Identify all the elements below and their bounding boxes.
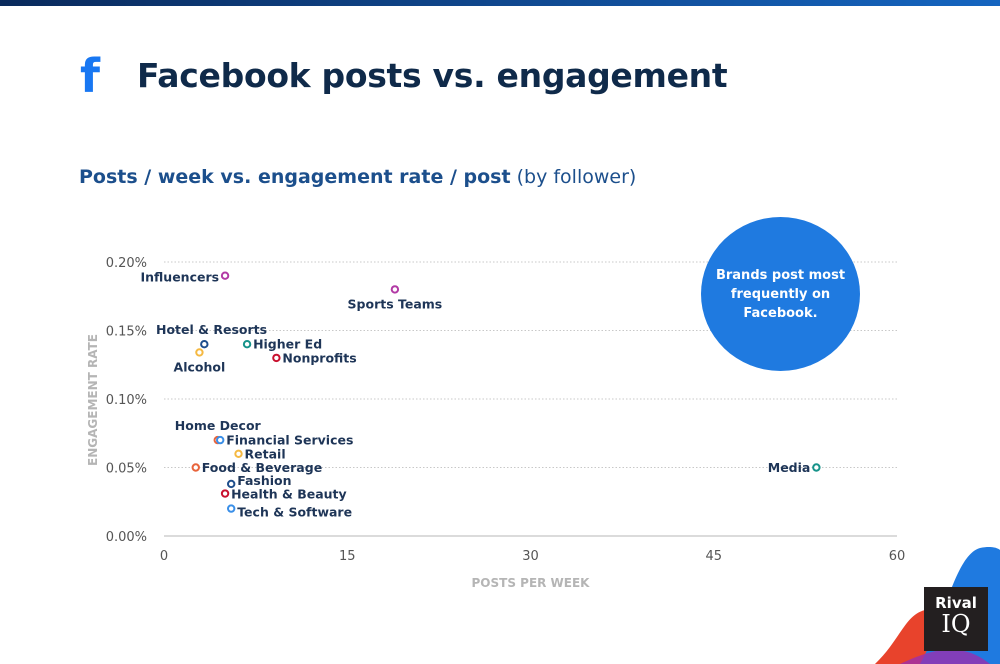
y-tick-label: 0.20% bbox=[106, 256, 147, 271]
y-tick-label: 0.00% bbox=[106, 530, 147, 545]
x-tick-label: 45 bbox=[705, 549, 722, 564]
data-point-label: Tech & Software bbox=[237, 505, 352, 520]
data-point[interactable] bbox=[226, 479, 236, 489]
y-tick-label: 0.10% bbox=[106, 393, 147, 408]
data-point-label: Home Decor bbox=[175, 418, 262, 433]
data-point-label: Influencers bbox=[140, 270, 219, 285]
top-accent-bar bbox=[0, 0, 1000, 6]
x-tick-label: 0 bbox=[160, 549, 168, 564]
facebook-f-icon: f bbox=[80, 49, 101, 103]
data-point-group[interactable]: Higher Ed bbox=[242, 337, 322, 352]
y-axis-title: ENGAGEMENT RATE bbox=[86, 334, 100, 466]
data-point-label: Hotel & Resorts bbox=[156, 322, 267, 337]
data-point-label: Health & Beauty bbox=[231, 487, 347, 502]
decorative-wave-purple bbox=[900, 649, 990, 664]
logo-text-rival: Rival bbox=[935, 594, 977, 612]
data-point[interactable] bbox=[226, 504, 236, 513]
data-point-group[interactable]: Fashion bbox=[226, 473, 292, 489]
data-point[interactable] bbox=[191, 463, 200, 472]
data-point[interactable] bbox=[220, 271, 230, 280]
y-tick-label: 0.05% bbox=[106, 462, 147, 477]
data-point-label: Financial Services bbox=[226, 433, 353, 448]
data-point[interactable] bbox=[390, 285, 400, 294]
data-point-group[interactable]: Food & Beverage bbox=[191, 460, 323, 475]
x-tick-label: 15 bbox=[339, 549, 356, 564]
data-point-group[interactable]: Influencers bbox=[140, 270, 230, 285]
data-point-label: Nonprofits bbox=[282, 350, 356, 365]
data-point-group[interactable]: Alcohol bbox=[174, 348, 226, 374]
data-point-label: Media bbox=[768, 460, 811, 475]
logo-text-iq: IQ bbox=[941, 610, 971, 638]
x-axis-title: POSTS PER WEEK bbox=[472, 576, 591, 590]
data-point[interactable] bbox=[215, 435, 225, 445]
data-point-group[interactable]: Media bbox=[768, 460, 821, 475]
data-point[interactable] bbox=[200, 340, 209, 349]
data-point-label: Food & Beverage bbox=[202, 460, 322, 475]
data-point-group[interactable]: Hotel & Resorts bbox=[156, 322, 267, 349]
data-point[interactable] bbox=[220, 489, 230, 498]
chart-subtitle: Posts / week vs. engagement rate / post … bbox=[79, 166, 636, 188]
data-point[interactable] bbox=[195, 348, 204, 357]
callout-bubble: Brands post most frequently on Facebook. bbox=[701, 217, 860, 371]
data-point-label: Alcohol bbox=[174, 359, 226, 374]
data-point-group[interactable]: Financial Services bbox=[215, 433, 353, 448]
data-point[interactable] bbox=[234, 449, 243, 458]
page-title: Facebook posts vs. engagement bbox=[137, 56, 728, 95]
data-point-group[interactable]: Health & Beauty bbox=[220, 487, 347, 502]
data-point[interactable] bbox=[242, 340, 252, 349]
rival-iq-logo: Rival IQ bbox=[924, 587, 988, 651]
data-point-group[interactable]: Tech & Software bbox=[226, 504, 352, 520]
data-point-group[interactable]: Sports Teams bbox=[348, 285, 443, 311]
subtitle-bold: Posts / week vs. engagement rate / post bbox=[79, 166, 511, 188]
data-point-group[interactable]: Nonprofits bbox=[272, 350, 357, 365]
data-point-group[interactable]: Retail bbox=[234, 446, 286, 461]
data-point-label: Retail bbox=[245, 446, 286, 461]
data-point[interactable] bbox=[812, 463, 821, 472]
x-tick-label: 30 bbox=[522, 549, 539, 564]
subtitle-normal: (by follower) bbox=[516, 166, 637, 188]
data-point[interactable] bbox=[272, 353, 281, 363]
data-point-label: Fashion bbox=[237, 473, 291, 488]
x-tick-label: 60 bbox=[889, 549, 906, 564]
y-tick-label: 0.15% bbox=[106, 325, 147, 340]
data-point-label: Sports Teams bbox=[348, 296, 443, 311]
data-point-label: Higher Ed bbox=[253, 337, 322, 352]
